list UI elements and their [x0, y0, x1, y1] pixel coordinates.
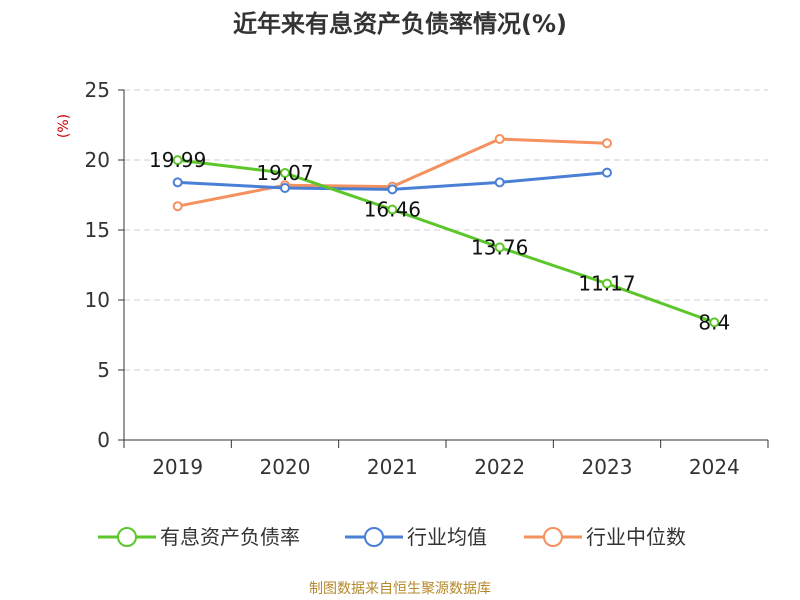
y-axis-unit: (%): [56, 114, 72, 138]
y-tick-label: 10: [85, 288, 110, 312]
x-tick-label: 2022: [474, 455, 525, 479]
series-point-2: [602, 138, 612, 149]
series-point-1: [387, 184, 398, 195]
series-point-1: [602, 167, 612, 178]
legend-label-1: 行业均值: [407, 525, 487, 549]
chart-title: 近年来有息资产负债率情况(%): [233, 10, 567, 38]
series-point-0: [387, 204, 398, 215]
data-labels: 19.99 19.07 16.46 13.76 11.17 8.4: [149, 148, 730, 334]
x-tick-label: 2024: [689, 455, 740, 479]
series-point-1: [494, 177, 505, 188]
x-tick-label: 2020: [260, 455, 311, 479]
data-label: 8.4: [698, 310, 730, 334]
series-line-2: [177, 137, 608, 208]
y-tick-label: 20: [85, 148, 110, 172]
series-point-2: [172, 201, 183, 212]
source-note: 制图数据来自恒生聚源数据库: [309, 581, 491, 597]
series-layer: [172, 134, 720, 328]
y-tick-label: 0: [97, 428, 110, 452]
legend-marker-0: [117, 527, 137, 547]
series-point-0: [280, 168, 290, 179]
series-point-1: [280, 183, 290, 193]
data-label: 19.99: [149, 148, 206, 172]
series-line-0: [177, 158, 715, 324]
series-point-0: [494, 242, 505, 253]
series-point-1: [172, 177, 183, 188]
y-tick-label: 25: [85, 78, 110, 102]
y-tick-label: 5: [97, 358, 110, 382]
y-tick-label: 15: [85, 218, 110, 242]
data-label: 19.07: [256, 161, 313, 185]
series-point-0: [602, 278, 612, 289]
legend-marker-1: [364, 527, 384, 547]
legend: 有息资产负债率 行业均值 行业中位数: [98, 525, 686, 549]
x-tick-label: 2023: [582, 455, 633, 479]
axes: 0 5 10 15 20 25 2019 2020 2021 2022 2023 2024 (%): [56, 78, 769, 479]
series-point-2: [494, 134, 505, 144]
data-label: 13.76: [471, 235, 528, 259]
data-label: 16.46: [364, 198, 421, 222]
x-tick-label: 2019: [152, 455, 203, 479]
x-tick-label: 2021: [367, 455, 418, 479]
data-label: 11.17: [578, 272, 635, 296]
series-point-0: [172, 155, 183, 166]
legend-label-2: 行业中位数: [586, 525, 686, 549]
legend-label-0: 有息资产负债率: [160, 525, 300, 549]
series-point-0: [709, 317, 720, 328]
legend-marker-2: [543, 527, 563, 547]
